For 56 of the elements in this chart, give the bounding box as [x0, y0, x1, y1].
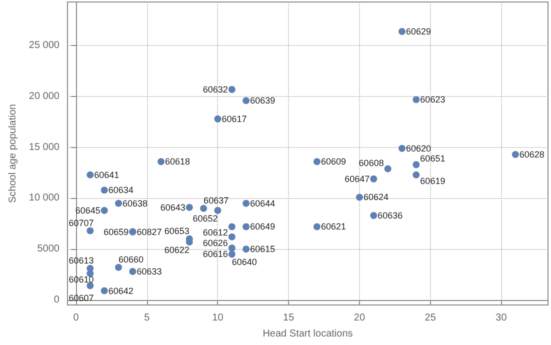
x-tick-label: 10	[212, 312, 224, 324]
series-label: 60607	[68, 293, 94, 303]
series-label: 60649	[250, 222, 276, 232]
series-label: 60626	[202, 238, 228, 248]
series-label: 60609	[320, 156, 346, 167]
series-label: 60613	[68, 255, 94, 266]
series-label: 60651	[420, 154, 446, 164]
y-tick-label: 20 000	[28, 91, 60, 102]
series-label: 60659	[104, 226, 129, 237]
x-tick-label: 25	[424, 312, 436, 324]
series-label: 60647	[344, 174, 370, 184]
series-label: 60619	[420, 176, 446, 186]
y-tick-label: 10 000	[28, 192, 60, 204]
series-label: 60618	[165, 156, 190, 167]
series-label: 60641	[94, 170, 120, 180]
series-label: 60653	[164, 226, 190, 236]
y-tick-label: 15 000	[28, 142, 60, 153]
series-label: 60617	[222, 114, 247, 124]
series-label: 60610	[68, 274, 94, 284]
x-tick-label: 20	[354, 312, 366, 324]
series-label: 60660	[118, 254, 144, 264]
series-label: 60645	[75, 205, 100, 216]
series-label: 60612	[202, 228, 228, 238]
x-axis-title: Head Start locations	[262, 328, 353, 340]
x-tick-label: 15	[283, 312, 295, 324]
series-label: 60624	[363, 192, 389, 202]
y-tick-label: 25 000	[28, 40, 60, 52]
series-label: 60639	[250, 96, 276, 106]
series-label: 60623	[420, 94, 446, 105]
series-label: 60636	[378, 210, 403, 221]
series-label: 60707	[68, 218, 94, 228]
series-label: 60629	[406, 26, 432, 36]
series-label: 60608	[358, 158, 384, 168]
x-tick-label: 5	[144, 312, 150, 324]
series-label: 60634	[108, 185, 134, 196]
series-label: 60616	[202, 249, 228, 260]
x-tick-label: 0	[73, 312, 80, 324]
series-label: 60642	[108, 286, 134, 296]
series-label: 60633	[136, 266, 162, 276]
series-label: 60628	[519, 150, 544, 160]
series-label: 60632	[202, 84, 228, 94]
series-label: 60640	[232, 257, 257, 268]
series-label: 60620	[406, 143, 432, 154]
x-tick-label: 30	[496, 312, 508, 324]
series-label: 60643	[160, 202, 186, 212]
y-tick-label: 5000	[37, 244, 60, 255]
series-label: 60622	[164, 244, 190, 255]
series-label: 60827	[136, 226, 162, 237]
series-label: 60638	[122, 198, 148, 208]
series-label: 60621	[320, 222, 346, 232]
series-label: 60615	[250, 244, 276, 254]
series-label: 60652	[192, 213, 218, 224]
series-label: 60644	[250, 198, 276, 208]
y-axis-title: School age population	[8, 104, 18, 203]
y-tick-label: 0	[54, 294, 60, 306]
series-label: 60637	[204, 195, 229, 206]
